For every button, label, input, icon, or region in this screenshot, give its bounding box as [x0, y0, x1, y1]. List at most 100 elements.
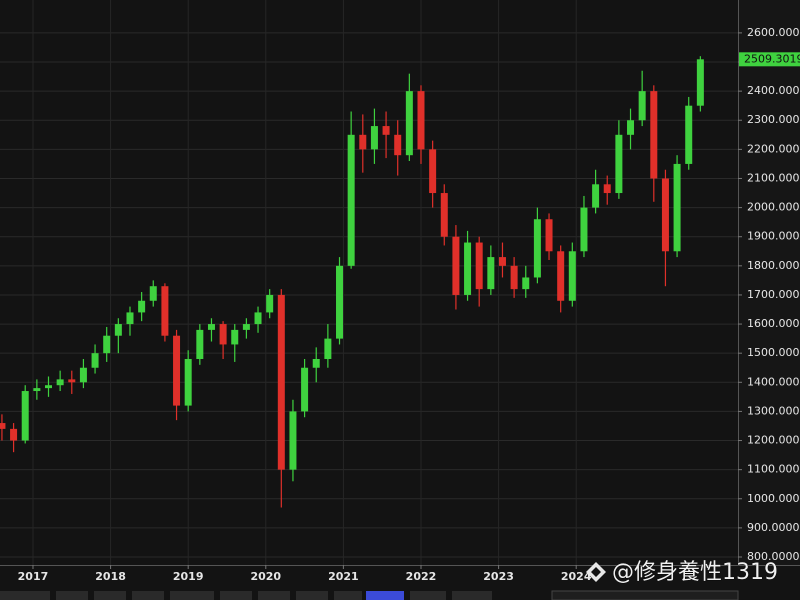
y-tick-label: 800.0000 — [747, 550, 800, 563]
candle-body — [545, 219, 553, 252]
candle-body — [429, 149, 437, 194]
candle-body — [487, 257, 495, 290]
candle-body — [231, 329, 239, 345]
candle-body — [498, 257, 506, 266]
candle-body — [219, 324, 227, 345]
candle-body — [475, 242, 483, 290]
candle-body — [336, 265, 344, 339]
candle-body — [580, 207, 588, 252]
toolbar-button[interactable] — [410, 591, 446, 600]
candle-body — [0, 423, 6, 429]
candle-body — [91, 353, 99, 368]
x-tick-label: 2023 — [483, 570, 514, 583]
candle-body — [417, 91, 425, 150]
y-tick-label: 1200.0000 — [747, 434, 800, 447]
candle-body — [661, 178, 669, 252]
candle-body — [45, 385, 53, 389]
candle-body — [126, 312, 134, 325]
candle-body — [254, 312, 262, 325]
candle-body — [242, 324, 250, 330]
candle-body — [370, 126, 378, 150]
candle-body — [312, 359, 320, 368]
toolbar-button[interactable] — [296, 591, 328, 600]
candle-body — [673, 163, 681, 252]
toolbar — [0, 590, 739, 600]
candle-body — [568, 251, 576, 301]
y-tick-label: 2400.0000 — [747, 84, 800, 97]
price-axis-panel — [739, 0, 800, 566]
toolbar-button[interactable] — [170, 591, 214, 600]
candle-body — [685, 105, 693, 164]
x-tick-label: 2017 — [18, 570, 49, 583]
toolbar-button[interactable] — [334, 591, 362, 600]
candle-body — [10, 428, 18, 441]
watermark-text: @修身養性1319 — [612, 560, 778, 585]
candle-body — [510, 265, 518, 290]
x-tick-label: 2024 — [561, 570, 592, 583]
candle-body — [452, 236, 460, 295]
candle-body — [196, 329, 204, 360]
last-price-label: 2509.3019 — [744, 52, 800, 65]
y-tick-label: 2100.0000 — [747, 171, 800, 184]
candle-body — [638, 91, 646, 121]
candle-body — [382, 126, 390, 135]
candle-body — [149, 286, 157, 301]
y-tick-label: 1600.0000 — [747, 317, 800, 330]
candle-body — [207, 324, 215, 330]
candle-body — [161, 286, 169, 336]
y-tick-label: 2600.0000 — [747, 26, 800, 39]
candle-body — [324, 338, 332, 360]
watermark: @修身養性1319 — [586, 560, 778, 585]
candle-body — [56, 379, 64, 386]
candle-body — [173, 335, 181, 406]
last-price-box — [739, 52, 800, 67]
y-tick-label: 2000.0000 — [747, 201, 800, 214]
candle-body — [522, 277, 530, 290]
x-tick-label: 2020 — [250, 570, 281, 583]
candle-body — [103, 335, 111, 354]
y-tick-label: 2300.0000 — [747, 113, 800, 126]
toolbar-button[interactable] — [258, 591, 290, 600]
watermark-icon — [586, 562, 606, 582]
y-tick-label: 1800.0000 — [747, 259, 800, 272]
x-tick-label: 2019 — [173, 570, 204, 583]
plot-area — [0, 0, 738, 565]
candle-body — [33, 388, 41, 392]
candle-body — [347, 134, 355, 266]
y-tick-label: 1300.0000 — [747, 404, 800, 417]
x-tick-label: 2018 — [95, 570, 126, 583]
candle-body — [603, 184, 611, 194]
candle-body — [464, 242, 472, 295]
candle-body — [21, 391, 29, 441]
candle-body — [394, 134, 402, 156]
candle-body — [592, 184, 600, 208]
toolbar-button[interactable] — [132, 591, 164, 600]
candle-body — [533, 219, 541, 278]
candle-body — [114, 324, 122, 336]
y-tick-label: 1500.0000 — [747, 346, 800, 359]
toolbar-button[interactable] — [56, 591, 88, 600]
candle-body — [138, 300, 146, 313]
toolbar-button[interactable] — [452, 591, 492, 600]
candle-body — [277, 294, 285, 470]
candle-body — [557, 251, 565, 301]
toolbar-button-active[interactable] — [366, 591, 404, 600]
toolbar-button[interactable] — [0, 591, 50, 600]
toolbar-button[interactable] — [94, 591, 126, 600]
y-tick-label: 2200.0000 — [747, 142, 800, 155]
candle-body — [289, 411, 297, 470]
y-tick-label: 1900.0000 — [747, 230, 800, 243]
date-range-box[interactable] — [551, 590, 739, 600]
candle-body — [68, 379, 76, 383]
y-tick-label: 1000.0000 — [747, 492, 800, 505]
candle-body — [359, 134, 367, 150]
toolbar-button[interactable] — [220, 591, 252, 600]
x-tick-label: 2022 — [406, 570, 437, 583]
y-tick-label: 1400.0000 — [747, 375, 800, 388]
y-tick-label: 1100.0000 — [747, 463, 800, 476]
candle-body — [696, 59, 704, 106]
candle-body — [266, 294, 274, 313]
